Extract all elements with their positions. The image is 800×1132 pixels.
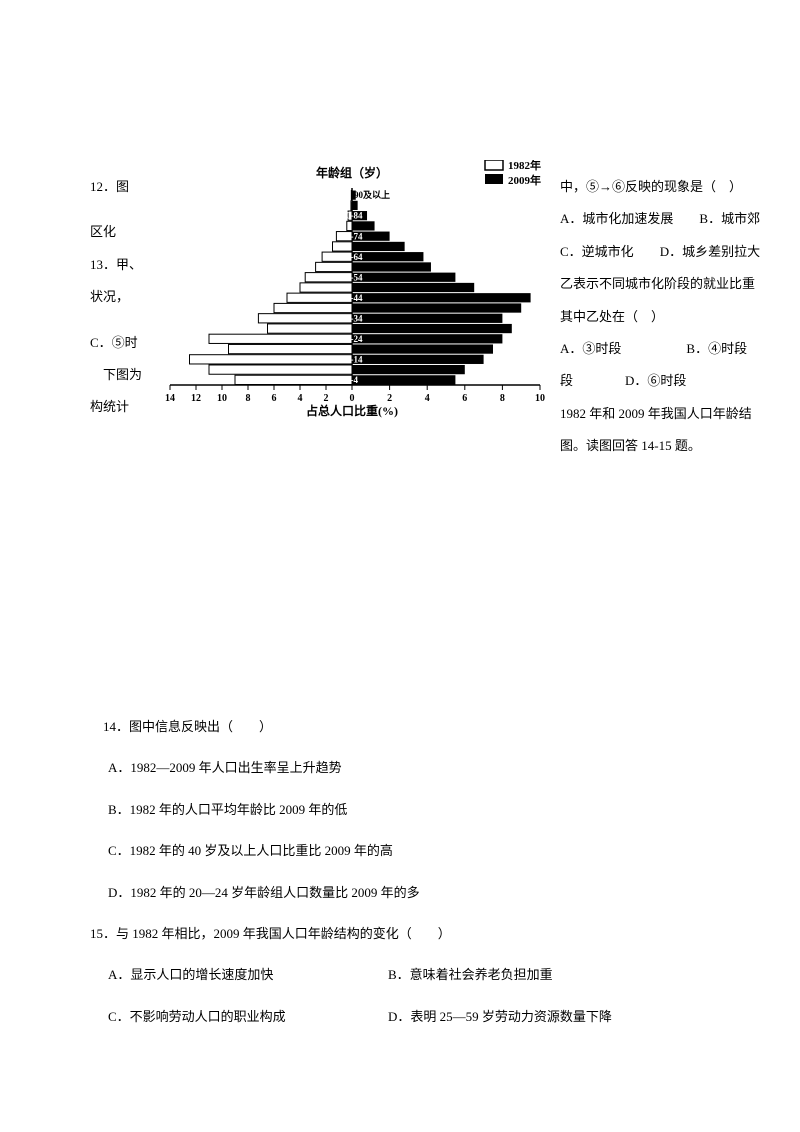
svg-text:50-54: 50-54 <box>342 272 363 282</box>
q12-optC: C．逆城市化 <box>560 244 634 259</box>
top-question-block: 12．图 区化 13．甲、 状况， C．⑤时 下图为 构统计 中，⑤→⑥反映的现… <box>90 175 710 430</box>
legend-2009-box <box>485 174 503 184</box>
svg-text:40-44: 40-44 <box>342 293 363 303</box>
legend-1982-label: 1982年 <box>508 160 541 172</box>
x-tick-labels: 14 12 10 8 6 4 2 0 2 4 6 8 10 <box>165 385 545 404</box>
q13-optC-right: 段 <box>560 373 573 388</box>
q12-optD: D．城乡差别拉大 <box>660 244 760 259</box>
svg-text:0: 0 <box>350 393 355 404</box>
svg-text:10: 10 <box>535 393 545 404</box>
left-text-column: 12．图 区化 13．甲、 状况， C．⑤时 下图为 构统计 <box>90 175 140 428</box>
q12-prefix: 12．图 <box>90 175 140 198</box>
q12-optB: B．城市郊 <box>699 211 760 226</box>
pyramid-svg: 1982年 2009年 年龄组（岁） 占总人口比重(%) 90及以上 80-84 7… <box>140 160 560 420</box>
legend-2009-label: 2009年 <box>508 173 541 187</box>
q14-optD: D．1982 年的 20—24 岁年龄组人口数量比 2009 年的多 <box>90 881 710 904</box>
bars-2009 <box>352 191 531 385</box>
q13-optD: D．⑥时段 <box>625 373 686 388</box>
svg-text:0-4: 0-4 <box>346 375 358 385</box>
svg-text:90及以上: 90及以上 <box>354 189 390 200</box>
svg-text:70-74: 70-74 <box>342 231 363 241</box>
legend-1982-box <box>485 160 503 170</box>
chart-intro-right2: 图。读图回答 14-15 题。 <box>560 434 740 457</box>
svg-text:4: 4 <box>298 393 303 404</box>
bars-1982 <box>190 191 353 385</box>
q12-optA: A．城市化加速发展 <box>560 211 673 226</box>
svg-text:10-14: 10-14 <box>342 354 363 364</box>
q13-stem-right: 乙表示不同城市化阶段的就业比重 <box>560 272 740 295</box>
q13-optAB: A．③时段 B．④时段 <box>560 337 740 360</box>
q12-optAB: A．城市化加速发展 B．城市郊 <box>560 207 740 230</box>
q15-optAB: A．显示人口的增长速度加快B．意味着社会养老负担加重 <box>90 963 710 986</box>
q13-optA: A．③时段 <box>560 341 621 356</box>
svg-text:8: 8 <box>500 393 505 404</box>
q14-optA: A．1982—2009 年人口出生率呈上升趋势 <box>90 756 710 779</box>
svg-text:10: 10 <box>217 393 227 404</box>
svg-text:14: 14 <box>165 393 175 404</box>
svg-text:30-34: 30-34 <box>342 313 363 323</box>
q13-optC-left: C．⑤时 <box>90 331 140 354</box>
q15-optD: D．表明 25—59 岁劳动力资源数量下降 <box>388 1009 612 1024</box>
svg-text:2: 2 <box>387 393 392 404</box>
x-label: 占总人口比重(%) <box>306 403 398 418</box>
bottom-question-block: 14．图中信息反映出（ ） A．1982—2009 年人口出生率呈上升趋势 B．… <box>90 715 710 1046</box>
right-text-column: 中，⑤→⑥反映的现象是（ ） A．城市化加速发展 B．城市郊 C．逆城市化 D．… <box>560 175 740 467</box>
q15-optB: B．意味着社会养老负担加重 <box>388 967 553 982</box>
svg-text:8: 8 <box>246 393 251 404</box>
svg-text:80-84: 80-84 <box>342 211 363 221</box>
q15-optA: A．显示人口的增长速度加快 <box>108 963 388 986</box>
q13-optB: B．④时段 <box>686 341 747 356</box>
q15-optC: C．不影响劳动人口的职业构成 <box>108 1005 388 1028</box>
svg-text:60-64: 60-64 <box>342 252 363 262</box>
q12-optCD: C．逆城市化 D．城乡差别拉大 <box>560 240 740 263</box>
q15-optCD: C．不影响劳动人口的职业构成D．表明 25—59 岁劳动力资源数量下降 <box>90 1005 710 1028</box>
q13-prefix: 13．甲、 <box>90 253 140 276</box>
svg-text:6: 6 <box>462 393 467 404</box>
population-pyramid-chart: 1982年 2009年 年龄组（岁） 占总人口比重(%) 90及以上 80-84 7… <box>140 160 560 420</box>
q14-stem: 14．图中信息反映出（ ） <box>90 715 710 738</box>
q13-cont1: 状况， <box>90 285 140 308</box>
chart-intro-left1: 下图为 <box>90 363 140 386</box>
q13-optCD-right: 段 D．⑥时段 <box>560 369 740 392</box>
q13-right-cont1: 其中乙处在（ ） <box>560 305 740 328</box>
q12-stem-right: 中，⑤→⑥反映的现象是（ ） <box>560 175 740 198</box>
svg-text:20-24: 20-24 <box>342 334 363 344</box>
chart-intro-right1: 1982 年和 2009 年我国人口年龄结 <box>560 402 740 425</box>
svg-text:12: 12 <box>191 393 201 404</box>
chart-title: 年龄组（岁） <box>316 165 388 180</box>
chart-intro-left2: 构统计 <box>90 395 140 418</box>
q14-optC: C．1982 年的 40 岁及以上人口比重比 2009 年的高 <box>90 839 710 862</box>
svg-text:2: 2 <box>324 393 329 404</box>
q14-optB: B．1982 年的人口平均年龄比 2009 年的低 <box>90 798 710 821</box>
svg-text:4: 4 <box>425 393 430 404</box>
q12-cont1: 区化 <box>90 220 140 243</box>
svg-text:6: 6 <box>272 393 277 404</box>
q15-stem: 15．与 1982 年相比，2009 年我国人口年龄结构的变化（ ） <box>90 922 710 945</box>
